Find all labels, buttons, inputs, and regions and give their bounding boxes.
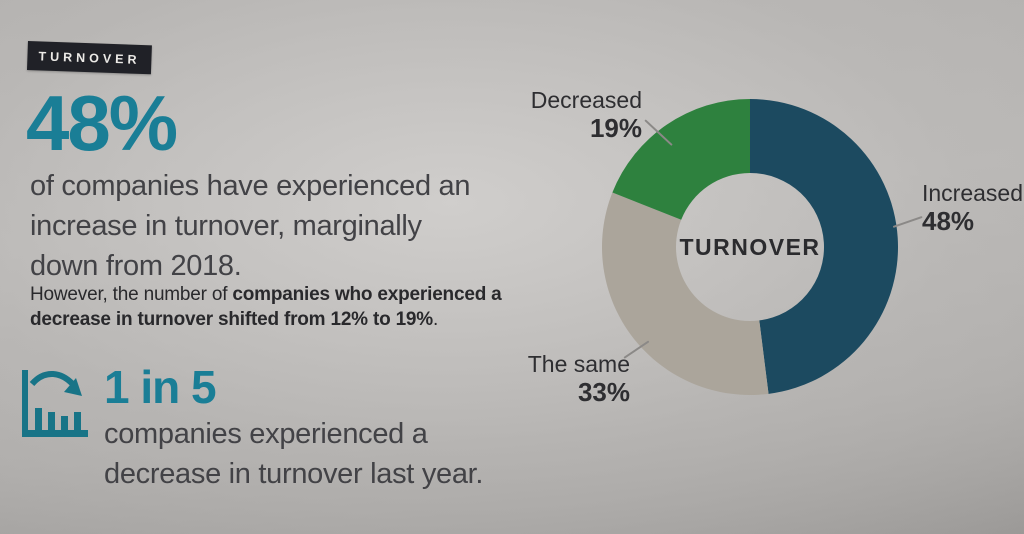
donut-slice-decreased [612,99,750,220]
callout-decreased-value: 19% [589,113,642,143]
donut-center-label: TURNOVER [679,234,821,260]
donut-slice-increased [750,99,898,394]
decrease-chart-icon [22,366,94,442]
headline-text: of companies have experienced an increas… [30,166,471,286]
secondary-line: decrease in turnover last year. [104,458,484,490]
headline-line: down from 2018. [30,250,242,282]
headline-line: of companies have experienced an [30,170,471,202]
callout-decreased-name: Decreased [530,87,642,113]
note-text: However, the number of companies who exp… [30,282,502,332]
callout-same: The same 33% [488,350,630,406]
headline-stat: 48% [26,79,178,167]
section-tag: TURNOVER [26,41,153,75]
callout-same-value: 33% [577,377,630,407]
secondary-line: companies experienced a [104,418,428,450]
callout-increased: Increased 48% [922,179,1024,235]
note-line-1: However, the number of companies who exp… [30,284,502,305]
secondary-text: companies experienced a decrease in turn… [104,414,483,494]
callout-decreased: Decreased 19% [500,86,642,142]
secondary-stat: 1 in 5 [104,361,217,413]
note-line-2: decrease in turnover shifted from 12% to… [30,309,439,330]
callout-increased-value: 48% [922,206,975,236]
headline-line: increase in turnover, marginally [30,210,422,242]
callout-same-name: The same [527,351,630,377]
section-tag-label: TURNOVER [38,49,141,67]
callout-increased-name: Increased [922,180,1024,206]
